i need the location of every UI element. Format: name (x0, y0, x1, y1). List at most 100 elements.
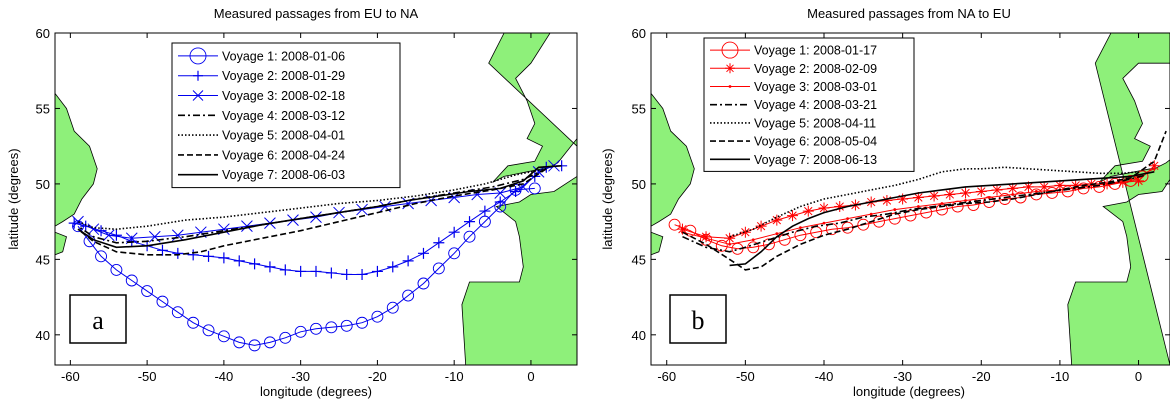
series-line (729, 171, 1155, 267)
data-point (724, 232, 736, 244)
data-point (172, 247, 184, 259)
x-tick-label: -40 (815, 369, 834, 384)
data-point (295, 265, 307, 277)
chart-title: Measured passages from NA to EU (807, 6, 1011, 21)
panel-letter: a (92, 306, 104, 335)
data-point (775, 232, 779, 236)
legend-entry: Voyage 2: 2008-01-29 (178, 69, 345, 83)
legend-label: Voyage 5: 2008-04-11 (754, 116, 876, 130)
data-point (1011, 193, 1015, 196)
legend-marker (192, 90, 204, 101)
panel-letter: b (692, 306, 705, 335)
data-point (771, 214, 783, 226)
data-point (294, 325, 307, 338)
x-tick-label: -60 (61, 369, 80, 384)
land-masses (55, 33, 577, 365)
data-point (728, 242, 732, 246)
legend-entry: Voyage 3: 2008-03-01 (710, 80, 877, 94)
y-tick-label: 40 (36, 328, 50, 343)
data-point (881, 195, 893, 207)
legend-entry: Voyage 7: 2008-06-13 (710, 153, 877, 167)
x-axis-label: longitude (degrees) (853, 384, 965, 399)
legend-label: Voyage 1: 2008-01-17 (754, 44, 877, 58)
data-point (356, 268, 368, 280)
data-point (171, 306, 184, 319)
plot-frame (650, 32, 1170, 366)
series-4 (682, 174, 1147, 253)
data-point (68, 217, 80, 229)
x-tick-label: -20 (368, 369, 387, 384)
data-point (684, 224, 697, 237)
data-point (928, 190, 940, 202)
data-point (704, 236, 708, 240)
data-point (1014, 191, 1027, 204)
data-point (802, 205, 814, 217)
legend: Voyage 1: 2008-01-06 Voyage 2: 2008-01-29… (171, 42, 401, 189)
x-tick-label: -40 (214, 369, 233, 384)
land-mass (1067, 33, 1170, 365)
data-point (233, 255, 245, 267)
y-tick-label: 50 (36, 177, 50, 192)
series-line (682, 130, 1167, 271)
data-point (739, 226, 751, 238)
data-point (818, 202, 830, 214)
data-point (386, 301, 399, 314)
x-tick-label: -60 (657, 369, 676, 384)
legend-box (703, 37, 915, 172)
legend-label: Voyage 3: 2008-02-18 (222, 89, 345, 103)
data-point (432, 262, 445, 275)
y-tick-label: 60 (632, 26, 646, 41)
data-point (799, 226, 802, 230)
data-point (464, 216, 476, 228)
series-3 (681, 167, 1156, 246)
legend-label: Voyage 7: 2008-06-13 (754, 153, 877, 167)
data-point (202, 324, 215, 337)
data-point (1061, 185, 1074, 198)
data-point (156, 244, 168, 256)
data-point (987, 196, 991, 199)
data-point (975, 185, 987, 197)
legend-entry: Voyage 6: 2008-04-24 (178, 148, 345, 162)
data-point (249, 258, 261, 270)
x-tick-label: -30 (291, 369, 310, 384)
data-point (279, 264, 291, 276)
series-layer (668, 130, 1167, 271)
data-point (203, 250, 215, 262)
legend-marker (725, 63, 735, 74)
data-point (248, 339, 261, 352)
data-point (528, 182, 541, 195)
data-point (402, 255, 414, 267)
legend-label: Voyage 1: 2008-01-06 (222, 49, 345, 63)
legend-entry: Voyage 5: 2008-04-01 (178, 129, 345, 143)
series-1 (72, 182, 541, 352)
legend: Voyage 1: 2008-01-17 Voyage 2: 2008-02-09… (703, 37, 915, 172)
data-point (888, 212, 901, 225)
y-tick-label: 40 (632, 328, 646, 343)
series-layer (68, 159, 568, 352)
data-point (310, 322, 322, 335)
data-point (763, 238, 775, 251)
data-point (310, 265, 322, 277)
series-5 (729, 166, 1139, 238)
x-tick-label: -10 (1051, 369, 1070, 384)
plot-frame (54, 32, 578, 366)
legend-label: Voyage 4: 2008-03-12 (222, 109, 345, 123)
data-point (1038, 181, 1050, 193)
data-point (218, 252, 230, 264)
y-tick-label: 45 (632, 252, 646, 267)
data-point (1148, 160, 1160, 172)
data-point (233, 336, 246, 349)
data-point (187, 316, 200, 329)
data-point (834, 201, 846, 213)
data-point (433, 237, 445, 249)
data-point (1117, 176, 1129, 188)
legend-label: Voyage 6: 2008-05-04 (754, 135, 877, 149)
chart-panel-b: Measured passages from NA to EU longitud… (600, 6, 1170, 399)
land-masses (651, 33, 1170, 365)
data-point (893, 208, 897, 211)
data-point (325, 267, 337, 279)
x-tick-label: 0 (1135, 369, 1142, 384)
data-point (340, 319, 353, 332)
data-point (1070, 179, 1082, 191)
data-point (897, 193, 909, 205)
